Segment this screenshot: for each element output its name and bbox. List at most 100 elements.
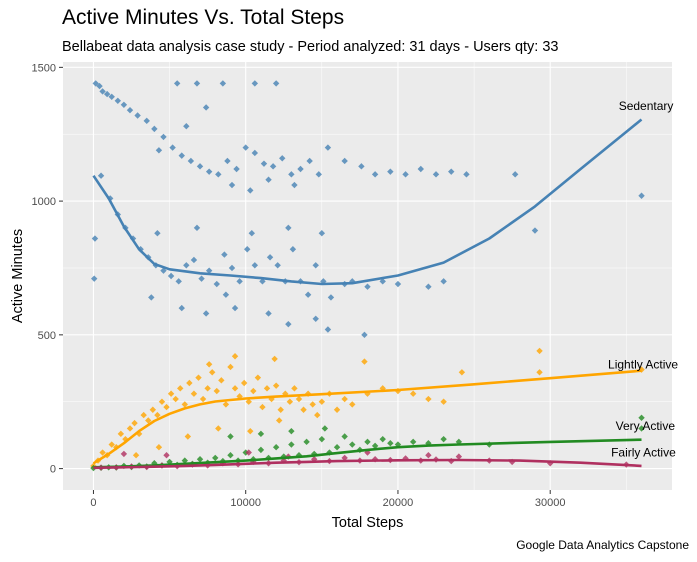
data-point xyxy=(318,435,326,443)
plot-panel xyxy=(63,62,672,490)
series-label: Lightly Active xyxy=(608,357,678,371)
data-point xyxy=(108,441,115,448)
data-point xyxy=(213,280,220,288)
trend-line xyxy=(93,438,642,469)
data-point xyxy=(285,224,292,232)
data-point xyxy=(228,181,236,189)
data-point xyxy=(96,82,103,90)
data-point xyxy=(458,369,466,376)
data-point xyxy=(333,406,341,413)
data-point xyxy=(361,331,368,339)
data-point xyxy=(425,395,432,403)
data-point xyxy=(324,144,332,151)
data-point xyxy=(222,291,230,298)
data-point xyxy=(341,454,348,462)
data-point xyxy=(135,430,143,438)
data-point xyxy=(92,80,99,87)
data-point xyxy=(143,117,150,125)
data-point xyxy=(160,133,167,141)
data-point xyxy=(149,406,157,413)
data-point xyxy=(231,304,239,312)
data-point xyxy=(196,456,204,463)
data-point xyxy=(251,80,259,87)
data-point xyxy=(169,144,176,151)
data-point xyxy=(272,382,280,389)
data-point xyxy=(219,80,227,87)
data-point xyxy=(209,369,216,376)
data-point xyxy=(190,390,198,397)
data-point xyxy=(387,439,394,447)
data-point xyxy=(103,90,111,98)
data-point xyxy=(259,403,266,411)
data-point xyxy=(327,294,335,301)
data-point xyxy=(448,168,455,175)
chart-title: Active Minutes Vs. Total Steps xyxy=(62,6,345,29)
data-point xyxy=(341,157,348,165)
data-point xyxy=(440,435,447,443)
data-point xyxy=(231,385,239,392)
data-point xyxy=(341,433,348,440)
data-point xyxy=(432,171,440,178)
y-tick-label: 500 xyxy=(38,330,56,342)
data-point xyxy=(274,262,281,269)
data-point xyxy=(402,171,409,178)
data-point xyxy=(379,278,386,285)
data-point xyxy=(227,452,234,459)
data-point xyxy=(425,452,432,459)
y-axis-title: Active Minutes xyxy=(10,229,26,323)
data-point xyxy=(247,427,254,435)
data-point xyxy=(303,438,310,446)
data-point xyxy=(224,157,231,165)
trend-line xyxy=(93,458,642,470)
data-point xyxy=(387,168,394,175)
data-point xyxy=(358,163,365,170)
data-point xyxy=(409,438,417,446)
data-point xyxy=(227,433,234,440)
data-point xyxy=(155,444,163,451)
data-point xyxy=(158,398,166,405)
data-point xyxy=(394,280,402,288)
data-point xyxy=(99,449,106,456)
data-point xyxy=(221,251,228,258)
data-point xyxy=(288,441,295,448)
data-point xyxy=(297,165,304,173)
data-point xyxy=(245,449,252,456)
data-point xyxy=(364,438,371,446)
data-point xyxy=(213,387,220,395)
data-point xyxy=(222,401,230,408)
data-point xyxy=(215,171,222,178)
data-point xyxy=(272,444,280,451)
data-point xyxy=(236,278,243,285)
data-point xyxy=(190,256,198,264)
data-point xyxy=(318,398,326,405)
data-point xyxy=(300,406,307,413)
data-point xyxy=(199,395,207,403)
data-point xyxy=(275,417,283,424)
data-point xyxy=(349,441,356,448)
data-point xyxy=(212,454,219,462)
x-axis-title: Total Steps xyxy=(332,515,404,531)
series-label: Fairly Active xyxy=(611,446,676,460)
data-point xyxy=(117,430,125,438)
data-point xyxy=(312,315,319,322)
data-point xyxy=(198,275,205,282)
x-tick-label: 10000 xyxy=(230,497,261,509)
data-point xyxy=(193,224,201,232)
data-point xyxy=(91,275,98,282)
data-point xyxy=(260,160,268,167)
data-point xyxy=(193,80,201,87)
data-point xyxy=(154,411,161,419)
data-point xyxy=(126,425,134,432)
data-point xyxy=(417,165,424,173)
data-point xyxy=(140,411,147,419)
data-point xyxy=(90,464,97,472)
data-point xyxy=(265,310,272,317)
data-point xyxy=(120,101,128,108)
y-tick-label: 0 xyxy=(50,464,56,476)
data-point xyxy=(215,425,222,432)
data-point xyxy=(183,123,190,130)
data-point xyxy=(145,417,152,424)
data-point xyxy=(288,171,295,178)
data-point xyxy=(205,267,213,274)
data-point xyxy=(99,88,106,95)
